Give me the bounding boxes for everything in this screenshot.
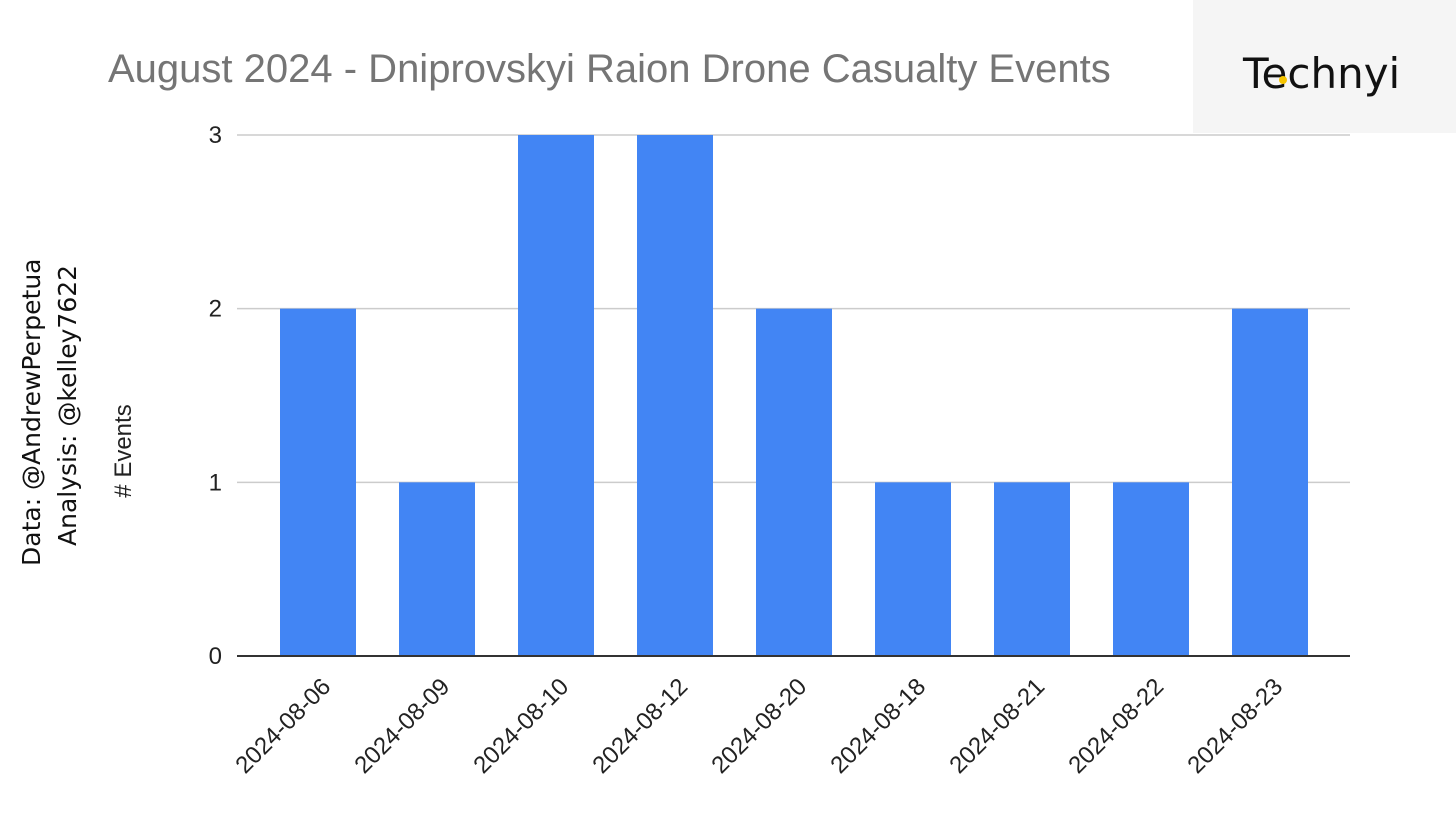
y-tick-label: 2 [209,296,222,323]
logo-text: Technyi [1242,49,1400,98]
x-ticks: 2024-08-06 2024-08-09 2024-08-10 2024-08-12… [230,673,1288,779]
bar [637,135,713,656]
bars [280,135,1308,656]
bar [756,308,832,656]
y-tick-label: 3 [209,122,222,149]
x-tick-label: 2024-08-20 [706,673,812,779]
x-tick-label: 2024-08-18 [825,673,931,779]
x-tick-label: 2024-08-23 [1182,673,1288,779]
bar [280,308,356,656]
y-tick-label: 0 [209,643,222,670]
bar [1113,482,1189,656]
bar [994,482,1070,656]
x-tick-label: 2024-08-22 [1063,673,1169,779]
bar [518,135,594,656]
y-ticks: 0 1 2 3 [209,122,222,670]
analysis-credit: Analysis: @kelley7622 [53,265,82,546]
bar [875,482,951,656]
yellow-dot-icon [1279,76,1287,84]
bar [1232,308,1308,656]
bar [399,482,475,656]
x-tick-label: 2024-08-09 [349,673,455,779]
x-tick-label: 2024-08-06 [230,673,336,779]
chart-title: August 2024 - Dniprovskyi Raion Drone Ca… [108,47,1111,91]
x-tick-label: 2024-08-21 [944,673,1050,779]
logo-panel [1193,0,1456,133]
y-axis-label: # Events [110,404,137,497]
y-tick-label: 1 [209,469,222,496]
x-tick-label: 2024-08-12 [587,673,693,779]
data-credit: Data: @AndrewPerpetua [17,259,46,567]
x-tick-label: 2024-08-10 [468,673,574,779]
